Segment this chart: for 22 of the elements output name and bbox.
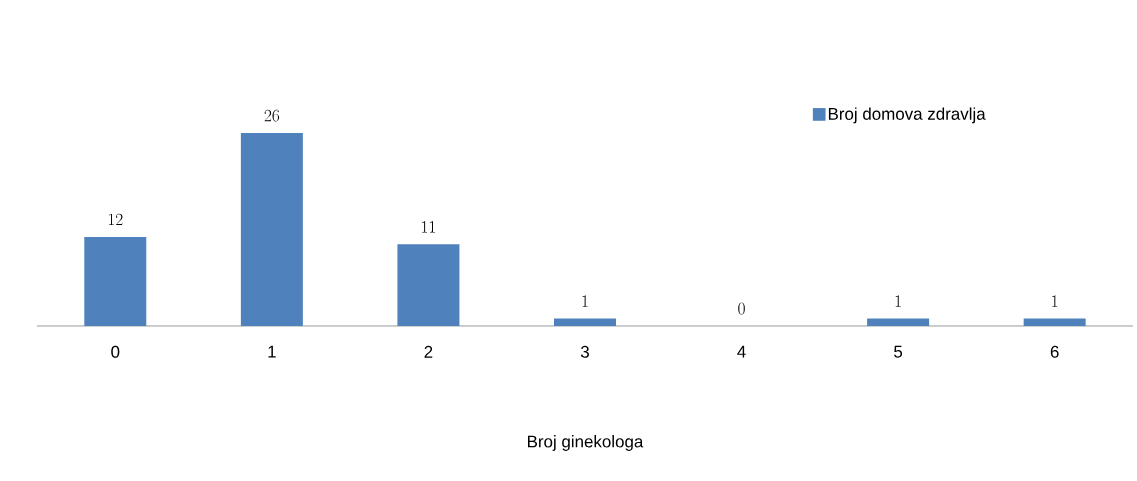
data-label: 12: [108, 213, 123, 226]
data-label: 1: [582, 295, 588, 307]
bar: [867, 318, 930, 326]
x-tick-label: 4: [737, 345, 746, 358]
x-tick-label: 2: [424, 345, 433, 358]
x-axis-title: Broj ginekologa: [528, 435, 644, 451]
x-tick-label: 5: [894, 345, 903, 358]
x-tick-label: 6: [1050, 345, 1059, 358]
bar: [240, 132, 303, 326]
legend-label: Broj domova zdravlja: [828, 107, 986, 124]
bar: [553, 318, 616, 326]
data-label: 26: [264, 109, 280, 122]
bar: [84, 236, 147, 326]
x-tick-label: 3: [580, 345, 589, 358]
x-tick-label: 0: [111, 345, 120, 358]
data-label: 0: [738, 302, 745, 315]
data-label: 11: [422, 221, 436, 233]
bar: [1023, 318, 1086, 326]
data-label: 1: [895, 295, 901, 307]
x-tick-label: 1: [268, 345, 276, 358]
bar: [397, 244, 460, 326]
data-label: 1: [1052, 295, 1058, 307]
